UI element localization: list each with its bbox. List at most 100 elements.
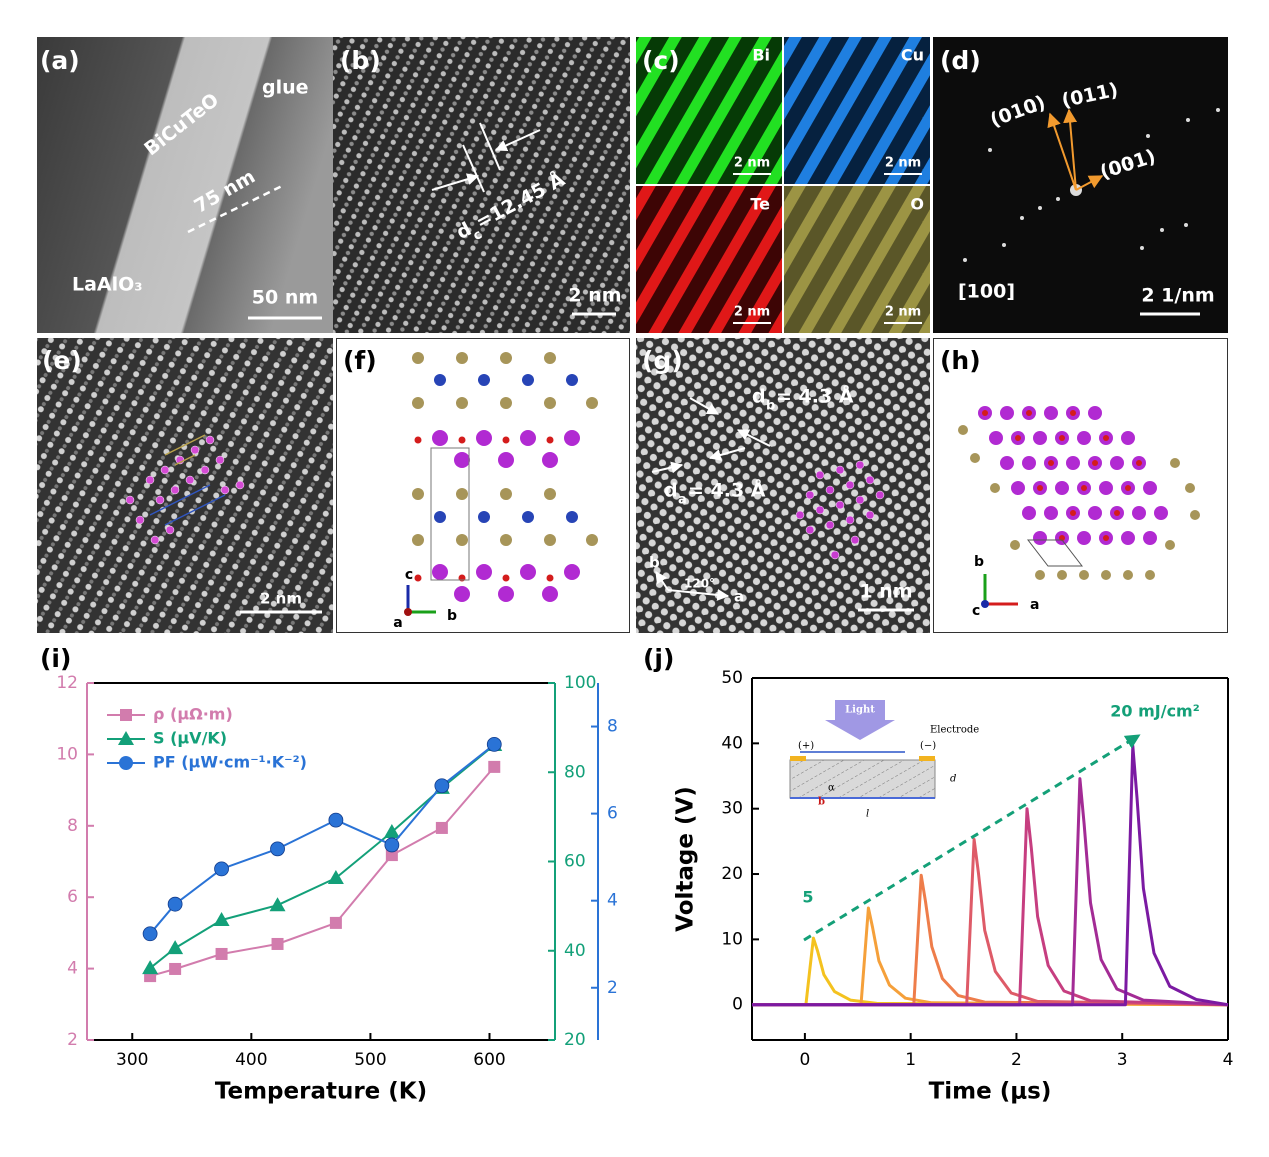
axis-arrow [655,571,669,591]
x-axis-title: Temperature (K) [215,1079,427,1105]
point [329,916,342,929]
y3-tick-label: 8 [607,717,618,737]
series-line [752,837,1229,1007]
db-d: d [752,386,766,408]
element: Cu [901,46,924,65]
y2-tick-label: 60 [564,852,586,872]
point [328,812,344,828]
b-label: b [818,797,825,808]
panel-f: (f) c a b [336,338,630,633]
point [214,861,229,877]
y-tick-label: 12 [56,673,78,693]
point [270,841,285,857]
y-tick-label: 8 [67,816,78,836]
y2-tick-label: 40 [564,941,586,961]
y-tick-label: 30 [721,799,743,819]
axis-label: a [393,615,402,631]
point [271,937,284,950]
y2-tick-label: 80 [564,762,586,782]
scale-label: 2 nm [734,305,770,320]
panel-label: (e) [42,346,82,375]
annotation-end: 20 mJ/cm² [1110,702,1199,721]
y-tick-label: 10 [721,929,743,949]
map-o [784,186,930,333]
series-line [752,936,1229,1007]
axis-label: a [1030,597,1039,613]
film [789,759,936,799]
panel-e: (e) 2 nm [37,338,333,633]
arrow [708,447,746,461]
point [213,911,230,926]
guide [479,122,501,171]
structure-frame [336,338,630,633]
panel-label: (a) [40,46,80,75]
point [167,896,183,912]
substrate-label: LaAlO₃ [72,274,143,296]
legend-label: PF (μW·cm⁻¹·K⁻²) [153,753,307,772]
haadf-image [636,338,930,633]
thickness-line [187,184,283,234]
db-sub: b [766,399,775,414]
legend-marker [119,756,133,770]
arrow [1063,108,1078,191]
scale-label: 2 1/nm [1141,285,1214,307]
element: Te [750,195,770,214]
axis-label: c [405,567,413,583]
element: O [910,195,924,214]
l-label: l [866,809,869,820]
axis-origin [981,600,989,608]
haadf-image [37,338,333,633]
x-tick-label: 500 [354,1050,386,1070]
series-line [752,777,1229,1007]
series-line [752,873,1229,1007]
element: Bi [752,46,770,65]
electrode [790,756,806,761]
y-tick-label: 2 [67,1030,78,1050]
scale-label: 2 nm [568,285,621,307]
point [169,962,182,975]
electrode [919,756,935,761]
scale-label: 2 nm [885,156,921,171]
y-tick-label: 40 [721,733,743,753]
point [435,821,448,834]
y-tick-label: 50 [721,668,743,688]
da-d: d [664,480,678,502]
annotation-start: 5 [802,888,813,907]
annotation-layer: 5 20 mJ/cm² Light Electrode (+) (−) d l … [789,700,1200,942]
light-label: Light [845,705,875,716]
axis-origin [404,608,412,616]
panel-label: (g) [642,346,683,375]
panel-a: (a) BiCuTeO glue 75 nm LaAlO₃ 50 nm [37,37,333,333]
point [142,960,159,975]
da-sub: a [678,493,687,508]
alpha-label: α [828,783,835,794]
panel-h: (h) b c a [933,338,1228,633]
y-tick-label: 4 [67,959,78,979]
panel-label: (c) [642,46,680,75]
minus-label: (−) [920,741,936,752]
point [488,760,501,773]
arrow [431,173,480,191]
map-cu [784,37,930,184]
crystal-structure [958,406,1200,580]
axis-label: c [972,603,980,619]
x-tick-label: 400 [235,1050,267,1070]
scale-label: 2 nm [885,305,921,320]
point [215,947,228,960]
legend-label: S (μV/K) [153,729,227,748]
panel-g: (g) d b = 4.3 Å d a = 4.3 Å b 120° a 1 n… [636,338,930,633]
y-tick-label: 6 [67,887,78,907]
arrow [494,129,541,151]
structure-overlay [125,434,245,545]
structure-overlay [795,460,885,560]
guide [462,144,485,193]
point [486,736,502,752]
trend-arrow [803,734,1141,942]
glue-label: glue [262,77,309,99]
x-tick-label: 4 [1223,1050,1234,1070]
y3-tick-label: 6 [607,804,618,824]
panel-label: (j) [643,644,674,673]
crystal-structure [412,352,598,602]
tem-image [37,37,333,333]
plus-label: (+) [798,741,814,752]
